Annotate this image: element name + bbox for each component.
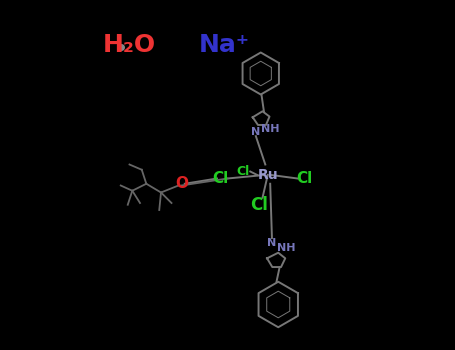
Text: NH: NH: [261, 125, 279, 134]
Text: Cl: Cl: [296, 171, 313, 186]
Text: H₂O: H₂O: [103, 34, 156, 57]
Text: Ru: Ru: [258, 168, 278, 182]
Text: N: N: [251, 127, 260, 137]
Text: O: O: [175, 176, 188, 191]
Text: Cl: Cl: [250, 196, 268, 214]
Text: NH: NH: [277, 243, 296, 253]
Text: Na⁺: Na⁺: [198, 34, 249, 57]
Text: N: N: [267, 238, 276, 247]
Text: Cl: Cl: [237, 165, 250, 178]
Text: Cl: Cl: [212, 171, 228, 186]
